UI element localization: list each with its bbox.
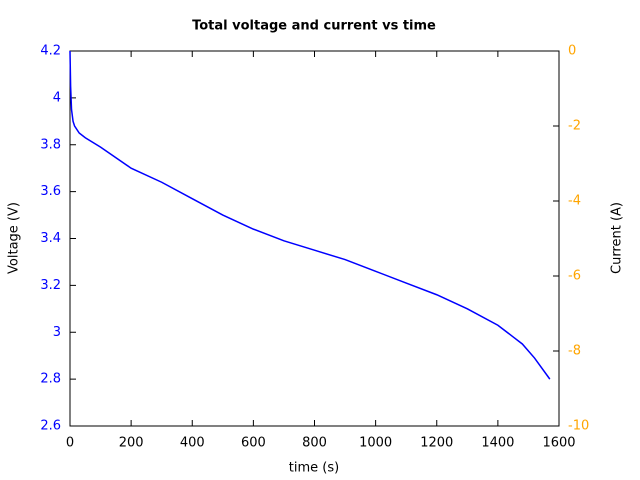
y-tick-label: 2.6: [40, 419, 61, 434]
y2-axis-label: Current (A): [610, 202, 625, 274]
y-tick-label: 3.8: [40, 137, 61, 152]
y-tick-label: 3: [53, 325, 61, 340]
y-tick-label: 3.2: [40, 278, 61, 293]
x-tick-label: 600: [241, 436, 266, 451]
x-tick-label: 1600: [542, 436, 575, 451]
y2-tick-label: 0: [568, 44, 576, 59]
y2-tick-label: -10: [568, 419, 589, 434]
y-tick-label: 3.6: [40, 184, 61, 199]
data-line: [69, 50, 551, 380]
y2-tick-label: -2: [568, 119, 581, 134]
x-tick-label: 200: [119, 436, 144, 451]
x-axis-label: time (s): [289, 461, 339, 476]
y2-tick-label: -6: [568, 269, 581, 284]
x-tick-label: 800: [302, 436, 327, 451]
plot-frame: [69, 50, 560, 427]
y-tick-label: 4.2: [40, 44, 61, 59]
y-tick-label: 4: [53, 90, 61, 105]
chart-title: Total voltage and current vs time: [192, 19, 436, 34]
y-axis-label: Voltage (V): [7, 202, 22, 274]
y-tick-label: 2.8: [40, 372, 61, 387]
y2-tick-label: -8: [568, 344, 581, 359]
x-tick-label: 1400: [481, 436, 514, 451]
y-tick-label: 3.4: [40, 231, 61, 246]
x-tick-label: 0: [66, 436, 74, 451]
x-tick-label: 1200: [420, 436, 453, 451]
x-tick-label: 1000: [359, 436, 392, 451]
x-tick-label: 400: [180, 436, 205, 451]
y2-tick-label: -4: [568, 194, 581, 209]
